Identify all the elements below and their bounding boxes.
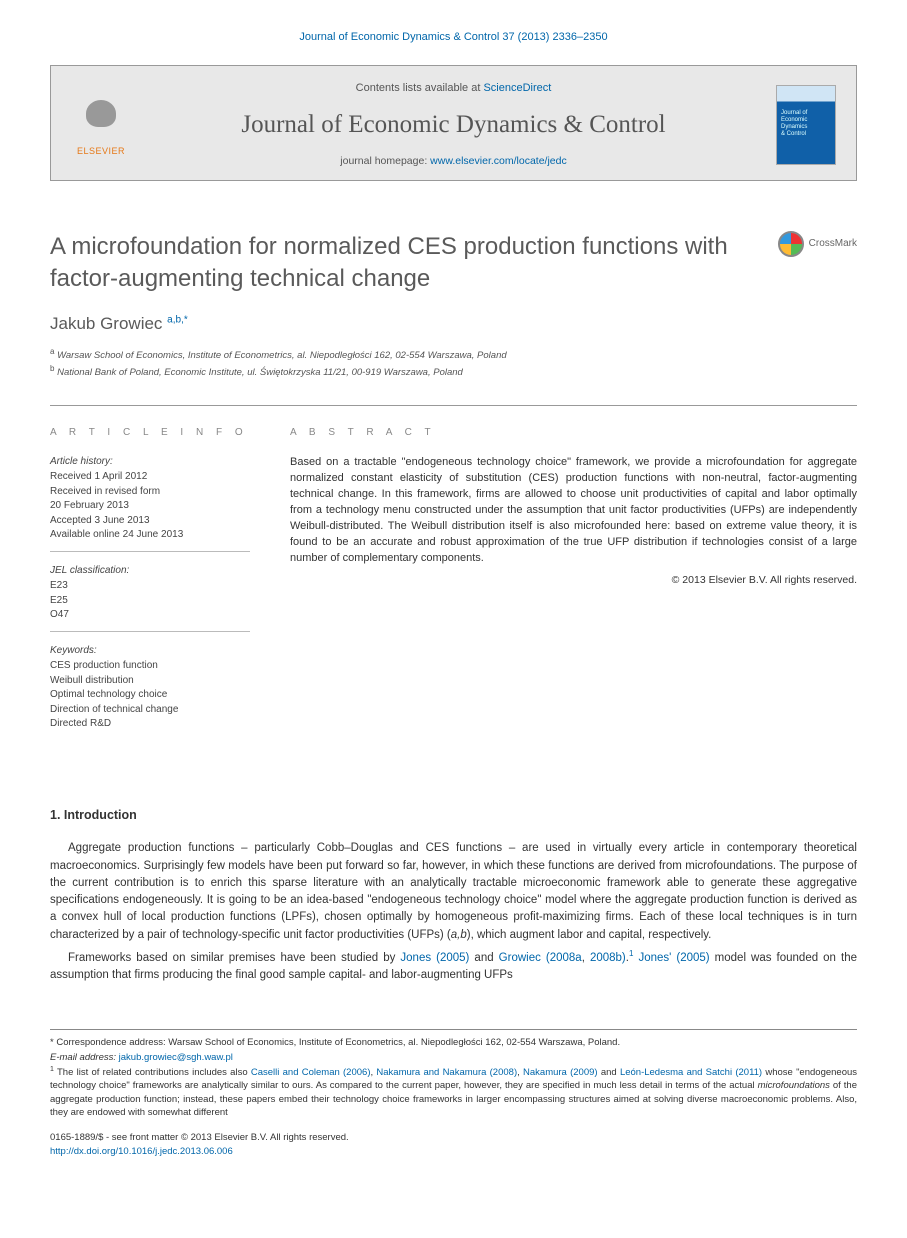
- journal-banner: ELSEVIER Contents lists available at Sci…: [50, 65, 857, 181]
- keyword: Directed R&D: [50, 717, 250, 732]
- citation-link[interactable]: 2008b): [590, 952, 626, 964]
- body-paragraph: Frameworks based on similar premises hav…: [50, 948, 857, 984]
- history-revised-2: 20 February 2013: [50, 499, 250, 514]
- contents-line: Contents lists available at ScienceDirec…: [151, 81, 756, 96]
- email-label: E-mail address:: [50, 1052, 119, 1063]
- jel-label: JEL classification:: [50, 564, 250, 579]
- elsevier-wordmark: ELSEVIER: [77, 145, 125, 158]
- jel-code: O47: [50, 608, 250, 623]
- body-paragraph: Aggregate production functions – particu…: [50, 840, 857, 944]
- authors-line: Jakub Growiec a,b,*: [50, 312, 857, 336]
- page-footer: 0165-1889/$ - see front matter © 2013 El…: [50, 1131, 857, 1158]
- crossmark-label: CrossMark: [809, 237, 857, 251]
- abstract-text: Based on a tractable "endogeneous techno…: [290, 455, 857, 567]
- fn1-em: microfoundations: [758, 1080, 830, 1091]
- citation-link[interactable]: Nakamura (2009): [523, 1067, 598, 1078]
- keywords-label: Keywords:: [50, 644, 250, 659]
- author-affil-marks[interactable]: a,b,*: [167, 314, 188, 325]
- p1-italic: a,b: [451, 929, 467, 941]
- article-title: A microfoundation for normalized CES pro…: [50, 231, 758, 293]
- keyword: Optimal technology choice: [50, 688, 250, 703]
- email-footnote: E-mail address: jakub.growiec@sgh.waw.pl: [50, 1051, 857, 1064]
- affiliation-a: a Warsaw School of Economics, Institute …: [50, 346, 857, 363]
- corr-text: * Correspondence address: Warsaw School …: [50, 1037, 620, 1048]
- section-heading: 1. Introduction: [50, 807, 857, 825]
- citation-link[interactable]: Jones' (2005): [638, 952, 709, 964]
- p2-text-a: Frameworks based on similar premises hav…: [68, 952, 400, 964]
- info-abstract-row: A R T I C L E I N F O Article history: R…: [50, 405, 857, 752]
- citation-link[interactable]: León-Ledesma and Satchi (2011): [620, 1067, 762, 1078]
- email-link[interactable]: jakub.growiec@sgh.waw.pl: [119, 1052, 233, 1063]
- history-revised-1: Received in revised form: [50, 485, 250, 500]
- author-name: Jakub Growiec: [50, 314, 162, 333]
- abstract-column: A B S T R A C T Based on a tractable "en…: [290, 426, 857, 752]
- jel-code: E25: [50, 594, 250, 609]
- doi-link[interactable]: http://dx.doi.org/10.1016/j.jedc.2013.06…: [50, 1146, 233, 1157]
- affiliations: a Warsaw School of Economics, Institute …: [50, 346, 857, 381]
- article-info-column: A R T I C L E I N F O Article history: R…: [50, 426, 250, 752]
- fn1-a: The list of related contributions includ…: [54, 1067, 251, 1078]
- citation-link[interactable]: Growiec (2008a: [499, 952, 582, 964]
- jel-block: JEL classification: E23 E25 O47: [50, 564, 250, 632]
- citation-link[interactable]: Caselli and Coleman (2006): [251, 1067, 371, 1078]
- citation-link[interactable]: Nakamura and Nakamura (2008): [376, 1067, 517, 1078]
- footnotes-block: * Correspondence address: Warsaw School …: [50, 1029, 857, 1119]
- history-received: Received 1 April 2012: [50, 470, 250, 485]
- correspondence-footnote: * Correspondence address: Warsaw School …: [50, 1036, 857, 1049]
- banner-center: Contents lists available at ScienceDirec…: [151, 81, 756, 168]
- keyword: Weibull distribution: [50, 674, 250, 689]
- footer-line1: 0165-1889/$ - see front matter © 2013 El…: [50, 1131, 857, 1144]
- crossmark-icon: [778, 231, 804, 257]
- homepage-prefix: journal homepage:: [340, 155, 430, 167]
- sciencedirect-link[interactable]: ScienceDirect: [483, 82, 551, 94]
- crossmark-badge[interactable]: CrossMark: [778, 231, 857, 257]
- footnote-1: 1 The list of related contributions incl…: [50, 1065, 857, 1119]
- homepage-link[interactable]: www.elsevier.com/locate/jedc: [430, 155, 567, 167]
- keyword: Direction of technical change: [50, 703, 250, 718]
- affiliation-b: b National Bank of Poland, Economic Inst…: [50, 363, 857, 380]
- p1-text-b: ), which augment labor and capital, resp…: [467, 929, 712, 941]
- elsevier-logo: ELSEVIER: [71, 90, 131, 160]
- abstract-copyright: © 2013 Elsevier B.V. All rights reserved…: [290, 573, 857, 588]
- jel-code: E23: [50, 579, 250, 594]
- citation-text: Journal of Economic Dynamics & Control 3…: [299, 31, 607, 43]
- contents-prefix: Contents lists available at: [356, 82, 484, 94]
- title-row: A microfoundation for normalized CES pro…: [50, 231, 857, 293]
- keywords-block: Keywords: CES production function Weibul…: [50, 644, 250, 740]
- citation-link[interactable]: Jones (2005): [400, 952, 469, 964]
- history-online: Available online 24 June 2013: [50, 528, 250, 543]
- elsevier-tree-icon: [76, 92, 126, 142]
- p2-text-c: ,: [582, 952, 590, 964]
- history-label: Article history:: [50, 455, 250, 470]
- history-accepted: Accepted 3 June 2013: [50, 514, 250, 529]
- abstract-heading: A B S T R A C T: [290, 426, 857, 441]
- homepage-line: journal homepage: www.elsevier.com/locat…: [151, 154, 756, 169]
- fn1-d: and: [598, 1067, 620, 1078]
- running-header: Journal of Economic Dynamics & Control 3…: [50, 30, 857, 45]
- article-info-heading: A R T I C L E I N F O: [50, 426, 250, 441]
- article-history-block: Article history: Received 1 April 2012 R…: [50, 455, 250, 552]
- p1-text-a: Aggregate production functions – particu…: [50, 842, 857, 940]
- keyword: CES production function: [50, 659, 250, 674]
- p2-text-b: and: [469, 952, 498, 964]
- journal-name: Journal of Economic Dynamics & Control: [151, 107, 756, 142]
- journal-cover-thumbnail: [776, 85, 836, 165]
